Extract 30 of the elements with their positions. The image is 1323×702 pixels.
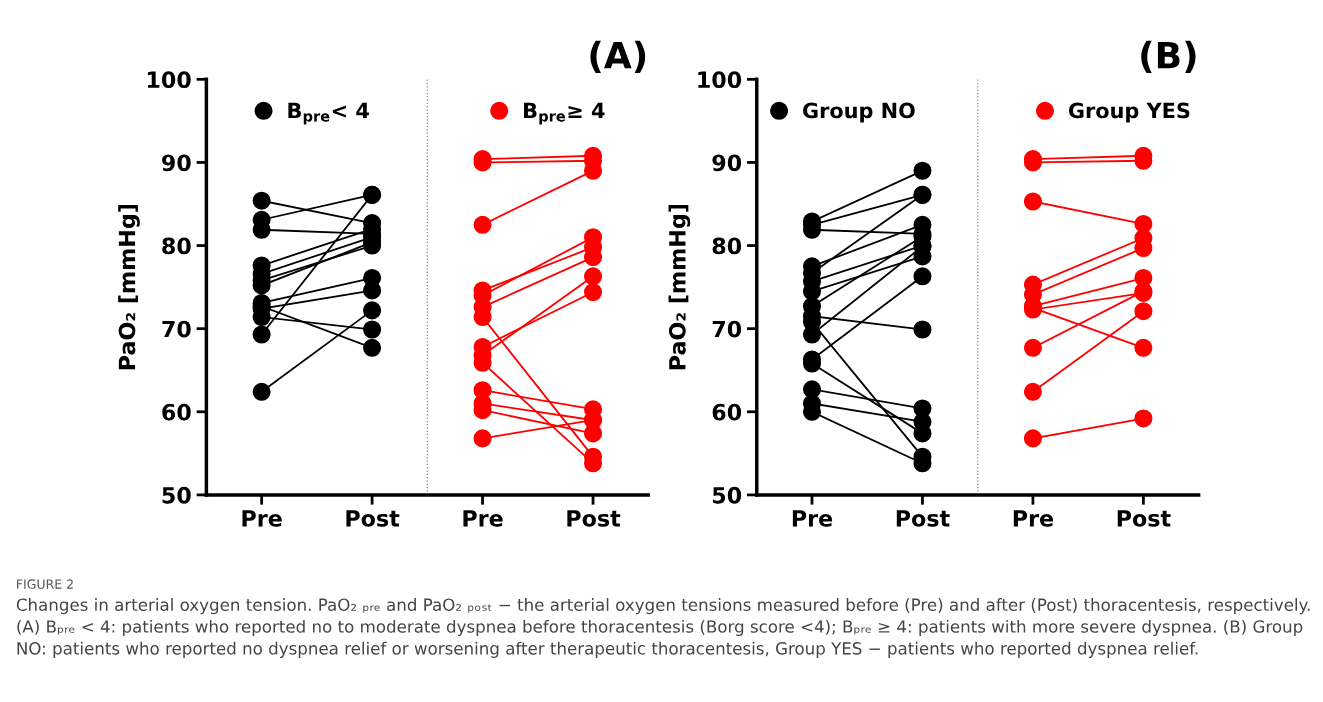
legend-label: B$_{pre}$< 4 (288, 102, 369, 125)
y-tick-label: 90 (712, 154, 742, 172)
x-tick-label: Pre (463, 510, 503, 527)
y-axis-title: PaO₂ [mmHg] (118, 204, 140, 370)
y-tick-label: 70 (712, 320, 742, 338)
y-axis-title: PaO₂ [mmHg] (668, 204, 691, 370)
y-tick-label: 80 (162, 237, 191, 255)
y-tick-label: 50 (162, 486, 191, 504)
x-tick-label: Pre (1013, 510, 1054, 527)
chart-title: (A) (590, 40, 646, 73)
x-tick-label: Post (346, 510, 400, 527)
legend-label: Group YES (1068, 102, 1190, 123)
y-tick-label: 70 (162, 320, 191, 338)
chart-title: (B) (1141, 40, 1196, 73)
x-tick-label: Post (896, 510, 950, 527)
y-tick-label: 60 (712, 403, 742, 421)
legend-label: Group NO (803, 102, 915, 123)
caption: FIGURE 2 (17, 579, 73, 589)
x-tick-label: Pre (792, 510, 833, 527)
y-tick-label: 80 (712, 237, 742, 255)
x-tick-label: Post (1117, 510, 1171, 527)
text: Changes in arterial oxygen tension. PaO₂ ₚᵣₑ and PaO₂ ₚₒₛₜ − the arterial oxygen tensions measured before (Pre) and after (Post) thoracentesis, respectively. (A) Bₚᵣₑ < 4: patients who reported no to moderate dyspnea before thoracentesis (Borg score <4); Bₚᵣₑ ≥ 4: patients with more severe dyspnea. (B) Group NO: patients who reported no dyspnea relief or worsening after therapeutic thoracentesis, Group YES − patients who reported dyspnea relief. (16, 598, 1310, 658)
y-tick-label: 90 (162, 154, 191, 172)
y-tick-label: 100 (147, 71, 191, 89)
y-tick-label: 60 (162, 403, 191, 421)
y-tick-label: 50 (712, 486, 742, 504)
legend-label: B$_{pre}$≥ 4 (524, 102, 605, 125)
x-tick-label: Post (567, 510, 621, 527)
x-tick-label: Pre (242, 510, 282, 527)
y-tick-label: 100 (698, 71, 742, 89)
